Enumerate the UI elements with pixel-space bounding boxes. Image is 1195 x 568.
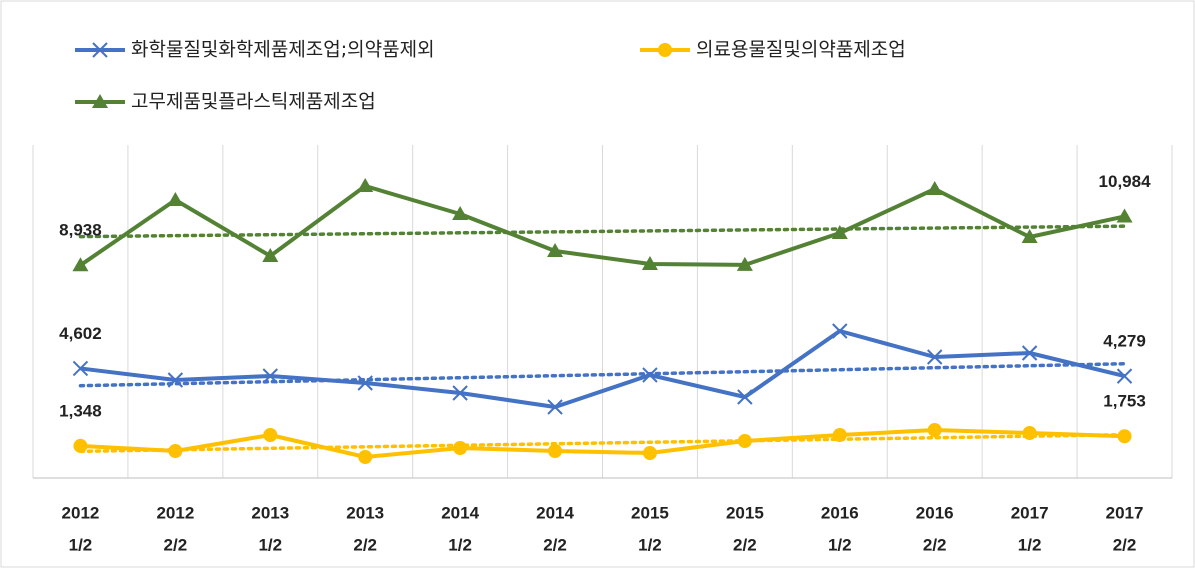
- x-tick-label: 2012: [156, 503, 194, 522]
- data-label: 10,984: [1099, 172, 1152, 191]
- marker: [167, 192, 184, 206]
- marker: [736, 256, 753, 271]
- line: [79, 184, 1125, 267]
- marker: [927, 349, 943, 365]
- marker: [832, 323, 848, 339]
- marker: [453, 441, 468, 455]
- marker: [452, 206, 469, 220]
- x-tick-label: 2016: [916, 503, 954, 522]
- marker: [168, 444, 183, 458]
- legend-label: 화학물질및화학제품제조업;의약품제외: [131, 39, 435, 61]
- marker: [658, 43, 672, 57]
- series: 1,348 1,753: [59, 392, 1146, 464]
- marker: [1021, 345, 1038, 361]
- marker: [1116, 368, 1133, 384]
- marker: [92, 42, 108, 58]
- data-label: 4,602: [59, 324, 102, 343]
- marker: [642, 367, 658, 383]
- marker: [72, 257, 89, 272]
- marker: [927, 423, 942, 437]
- x-tick-label: 2/2: [543, 535, 567, 554]
- marker: [92, 94, 108, 108]
- x-tick-label: 2013: [251, 503, 289, 522]
- legend-item: 화학물질및화학제품제조업;의약품제외: [75, 39, 435, 61]
- marker: [832, 428, 847, 442]
- series: 4,602 4,279: [59, 323, 1146, 415]
- marker: [262, 248, 279, 262]
- x-tick-label: 1/2: [448, 535, 472, 554]
- data-label: 4,279: [1103, 332, 1146, 351]
- marker: [547, 243, 564, 257]
- marker: [737, 434, 752, 448]
- x-tick-label: 2013: [346, 503, 384, 522]
- x-tick-label: 2014: [441, 503, 479, 522]
- x-tick-label: 2/2: [733, 535, 757, 554]
- marker: [73, 438, 88, 453]
- data-label: 8,938: [59, 221, 102, 240]
- x-tick-label: 2016: [821, 503, 859, 522]
- marker: [548, 444, 563, 458]
- x-tick-label: 1/2: [828, 535, 852, 554]
- x-tick-label: 2/2: [164, 535, 188, 554]
- x-tick-label: 1/2: [258, 535, 282, 554]
- marker: [1116, 208, 1133, 223]
- x-tick-label: 2015: [631, 503, 669, 522]
- marker: [357, 375, 373, 391]
- legend-item: 고무제품및플라스틱제품제조업: [75, 91, 376, 113]
- series: 8,938 10,984: [59, 172, 1152, 272]
- x-tick-label: 1/2: [69, 535, 93, 554]
- legend-item: 의료용물질및의약품제조업: [640, 39, 906, 61]
- x-tick-label: 1/2: [1018, 535, 1042, 554]
- x-tick-label: 2/2: [1113, 535, 1137, 554]
- marker: [737, 389, 753, 405]
- marker: [262, 368, 278, 384]
- x-tick-label: 2017: [1106, 503, 1144, 522]
- marker: [926, 181, 943, 195]
- trendline: [78, 361, 1127, 388]
- x-tick-label: 2012: [62, 503, 100, 522]
- trendline: [78, 432, 1127, 454]
- x-tick-label: 1/2: [638, 535, 662, 554]
- marker: [357, 178, 374, 192]
- marker: [452, 385, 468, 401]
- marker: [642, 446, 657, 460]
- x-tick-label: 2017: [1011, 503, 1049, 522]
- x-tick-label: 2014: [536, 503, 574, 522]
- marker: [358, 450, 373, 464]
- trendline: [78, 224, 1127, 239]
- legend-label: 고무제품및플라스틱제품제조업: [131, 91, 376, 113]
- marker: [1022, 426, 1037, 440]
- marker: [547, 399, 563, 415]
- marker: [1021, 229, 1038, 243]
- marker: [641, 256, 658, 270]
- marker: [1117, 429, 1132, 444]
- x-tick-label: 2/2: [353, 535, 377, 554]
- x-tick-label: 2/2: [923, 535, 947, 554]
- x-tick-label: 2015: [726, 503, 764, 522]
- line: [80, 428, 1125, 459]
- marker: [72, 360, 89, 377]
- data-label: 1,348: [59, 401, 102, 420]
- data-label: 1,753: [1103, 392, 1146, 411]
- legend-label: 의료용물질및의약품제조업: [696, 39, 906, 61]
- line: [80, 329, 1126, 409]
- marker: [831, 225, 848, 239]
- marker: [167, 372, 184, 388]
- marker: [263, 428, 278, 442]
